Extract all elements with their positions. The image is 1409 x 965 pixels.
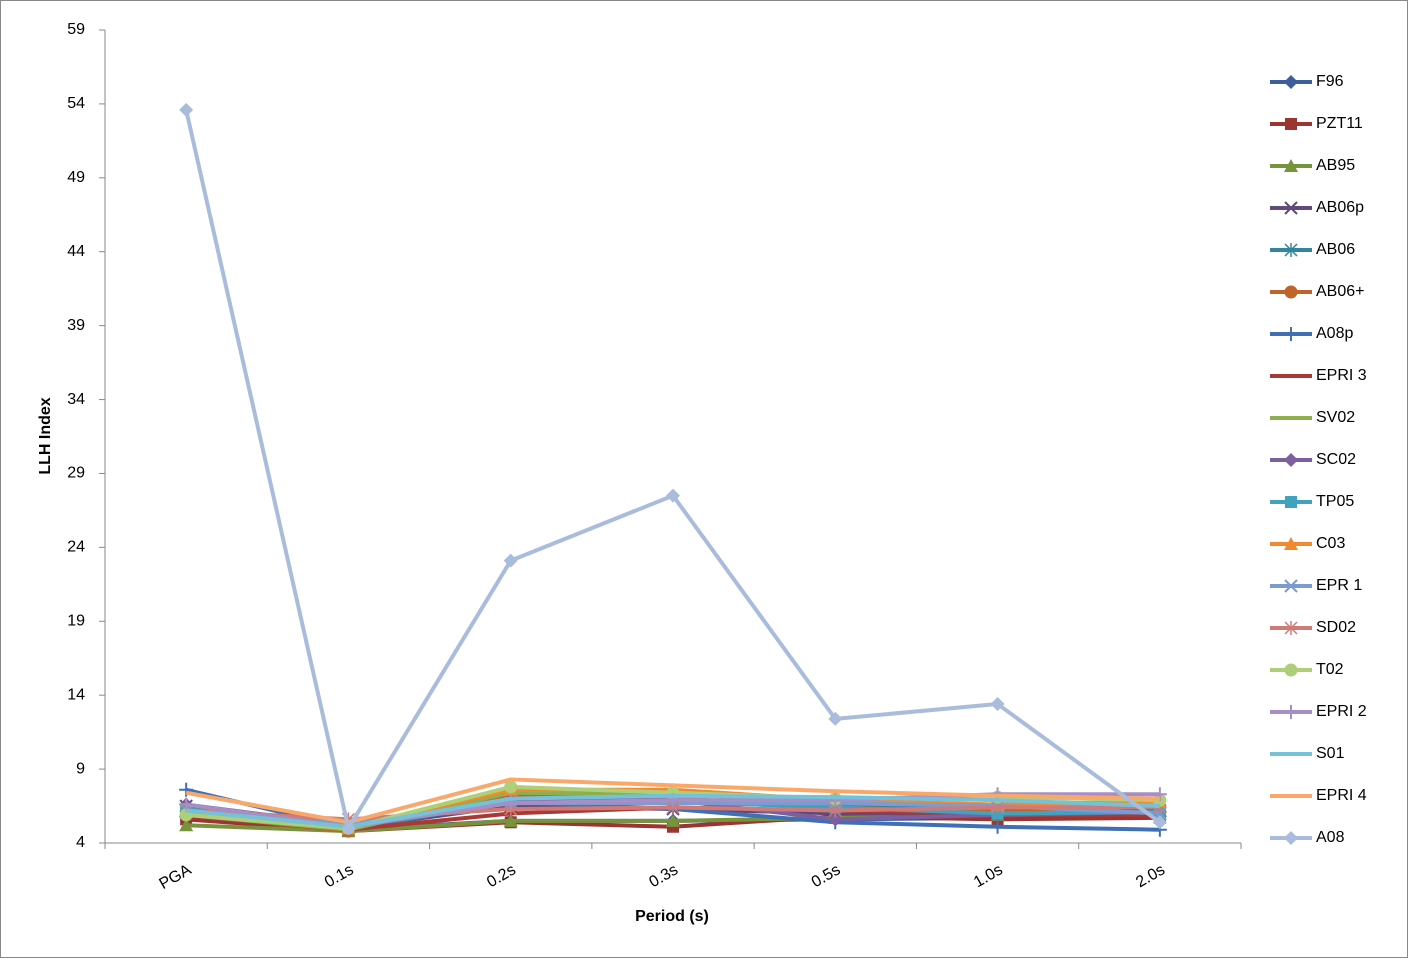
y-tick-label: 44 (67, 243, 85, 260)
data-point (503, 553, 518, 568)
legend-item: AB06 (1270, 241, 1355, 258)
legend-marker (1284, 537, 1298, 550)
y-tick-label: 14 (67, 686, 85, 703)
legend-marker (1284, 285, 1298, 299)
data-point (503, 813, 518, 827)
x-axis-title: Period (s) (635, 908, 709, 925)
y-tick-label: 19 (67, 612, 85, 629)
y-tick-label: 39 (67, 317, 85, 334)
legend-item: A08p (1270, 325, 1353, 342)
legend-item: SD02 (1270, 619, 1356, 636)
y-axis-title: LLH Index (37, 397, 54, 474)
data-point (666, 488, 680, 503)
legend-marker (1284, 621, 1298, 635)
legend-item: EPRI 2 (1270, 703, 1367, 720)
legend-label: AB06+ (1316, 283, 1364, 300)
data-point (179, 797, 194, 812)
y-tick-label: 4 (76, 834, 85, 851)
legend-marker (1284, 327, 1298, 341)
data-point (1152, 787, 1167, 802)
data-point (179, 818, 194, 832)
y-tick-label: 9 (76, 760, 85, 777)
y-tick-label: 24 (67, 539, 85, 556)
data-point (828, 812, 843, 827)
legend-item: SV02 (1270, 409, 1355, 426)
y-tick-label: 34 (67, 391, 85, 408)
legend-item: SC02 (1270, 451, 1356, 468)
legend-item: AB06+ (1270, 283, 1364, 300)
legend-label: PZT11 (1316, 115, 1363, 132)
y-tick-label: 59 (67, 21, 85, 38)
legend-marker (1284, 663, 1298, 677)
data-point (990, 697, 1005, 712)
data-point (179, 102, 194, 117)
legend-label: A08 (1316, 829, 1345, 846)
legend-marker (1285, 118, 1297, 130)
legend-label: EPRI 3 (1316, 367, 1367, 384)
legend-label: EPRI 2 (1316, 703, 1367, 720)
legend-label: SC02 (1316, 451, 1356, 468)
legend-marker (1284, 579, 1298, 593)
legend-marker (1284, 159, 1298, 172)
legend-label: AB06p (1316, 199, 1364, 216)
legend-item: EPRI 3 (1270, 367, 1367, 384)
legend-item: C03 (1270, 535, 1345, 552)
legend-label: SV02 (1316, 409, 1355, 426)
legend-marker (1284, 75, 1298, 89)
legend-marker (1284, 831, 1298, 845)
legend-label: EPRI 4 (1316, 787, 1367, 804)
legend-item: AB06p (1270, 199, 1364, 216)
legend-label: EPR 1 (1316, 577, 1362, 594)
legend-marker (1285, 496, 1297, 508)
legend-marker (1284, 705, 1298, 719)
data-point (666, 813, 680, 827)
legend-item: A08 (1270, 829, 1345, 846)
legend-label: AB06 (1316, 241, 1355, 258)
legend-label: SD02 (1316, 619, 1356, 636)
data-point (990, 819, 1005, 834)
legend-marker (1284, 243, 1298, 257)
legend-marker (1284, 453, 1298, 467)
legend-item: AB95 (1270, 157, 1355, 174)
legend-item: TP05 (1270, 493, 1354, 510)
y-tick-label: 29 (67, 465, 85, 482)
legend-label: A08p (1316, 325, 1353, 342)
data-point (828, 711, 843, 726)
data-point (504, 780, 518, 794)
data-point (1152, 815, 1167, 830)
legend-item: T02 (1270, 661, 1344, 678)
legend-item: EPRI 4 (1270, 787, 1367, 804)
legend-marker (1284, 201, 1298, 215)
legend-label: C03 (1316, 535, 1345, 552)
legend-label: F96 (1316, 73, 1344, 90)
legend-label: S01 (1316, 745, 1345, 762)
legend-label: TP05 (1316, 493, 1354, 510)
legend-label: AB95 (1316, 157, 1355, 174)
legend-item: F96 (1270, 73, 1344, 90)
legend-label: T02 (1316, 661, 1344, 678)
legend-item: EPR 1 (1270, 577, 1362, 594)
legend-item: PZT11 (1270, 115, 1363, 132)
y-tick-label: 49 (67, 169, 85, 186)
data-point (341, 821, 356, 836)
y-tick-label: 54 (67, 95, 85, 112)
legend-item: S01 (1270, 745, 1345, 762)
